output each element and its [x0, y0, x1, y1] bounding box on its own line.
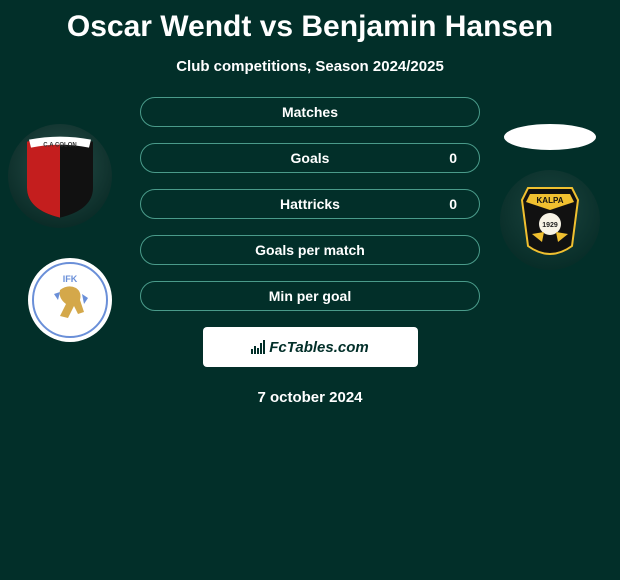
stat-label: Goals per match	[255, 242, 365, 258]
stat-label: Hattricks	[280, 196, 340, 212]
stat-row-hattricks: Hattricks 0	[140, 189, 480, 219]
stat-value-right: 0	[449, 150, 457, 166]
stat-value-right: 0	[449, 196, 457, 212]
attribution-box[interactable]: FcTables.com	[203, 327, 418, 367]
stats-container: Matches Goals 0 Hattricks 0 Goals per ma…	[0, 97, 620, 311]
subtitle: Club competitions, Season 2024/2025	[0, 58, 620, 75]
stat-label: Goals	[291, 150, 330, 166]
stat-row-gpm: Goals per match	[140, 235, 480, 265]
chart-icon	[251, 340, 265, 354]
stat-label: Min per goal	[269, 288, 351, 304]
stat-row-goals: Goals 0	[140, 143, 480, 173]
stat-row-mpg: Min per goal	[140, 281, 480, 311]
attribution-text: FcTables.com	[269, 339, 368, 356]
page-title: Oscar Wendt vs Benjamin Hansen	[0, 0, 620, 44]
stat-row-matches: Matches	[140, 97, 480, 127]
stat-label: Matches	[282, 104, 338, 120]
date-text: 7 october 2024	[0, 389, 620, 406]
